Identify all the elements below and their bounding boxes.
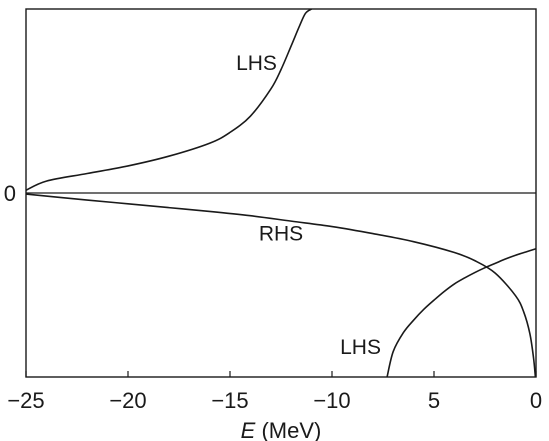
x-tick-label: 5 [428, 388, 440, 413]
curve-label-rhs-2: RHS [259, 223, 303, 246]
annotations: LHS RHS LHS [236, 52, 381, 359]
x-tick-label: −25 [7, 388, 44, 413]
curves [25, 8, 537, 378]
ticks: −25 −20 −15 −10 5 0 0 [4, 181, 542, 413]
x-tick-label: 0 [530, 388, 542, 413]
y-tick-label: 0 [4, 181, 16, 206]
series-line-rhs-2 [25, 193, 537, 378]
series-line-lhs-3 [386, 247, 537, 378]
x-axis-title: E (MeV) [241, 418, 322, 441]
curve-label-lhs-3: LHS [340, 336, 381, 359]
x-tick-label: −10 [313, 388, 350, 413]
x-tick-label: −20 [109, 388, 146, 413]
x-tick-label: −15 [211, 388, 248, 413]
curve-label-lhs-1: LHS [236, 52, 277, 75]
series-line-lhs-1 [25, 8, 313, 192]
